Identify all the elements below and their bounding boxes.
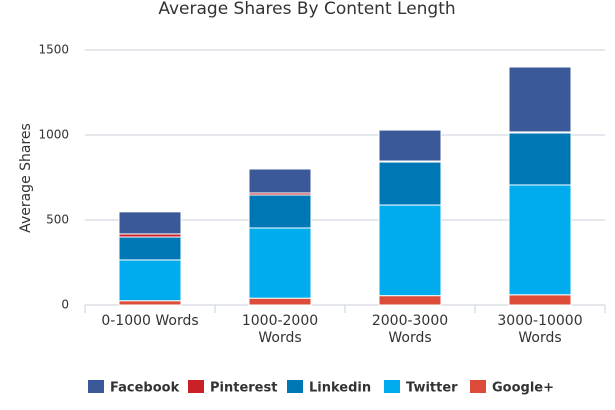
- bar-segment: [118, 211, 182, 235]
- x-tick-label: 2000-3000 Words: [371, 313, 449, 346]
- x-tick-label: 3000-10000 Words: [497, 313, 583, 346]
- bar-segment: [378, 295, 442, 306]
- bar-segment: [378, 161, 442, 206]
- bar-segment: [248, 297, 312, 306]
- bar-segment: [378, 204, 442, 297]
- bar-segment: [378, 129, 442, 162]
- y-tick-label: 0: [61, 298, 69, 312]
- legend-label: Facebook: [110, 381, 180, 396]
- legend-swatch: [287, 380, 303, 393]
- legend-swatch: [470, 380, 486, 393]
- bar-segment: [508, 184, 572, 296]
- bar-segment: [118, 236, 182, 261]
- bar-segment: [248, 227, 312, 299]
- bar-segment: [118, 259, 182, 302]
- bar-segment: [248, 168, 312, 194]
- bar-segment: [248, 194, 312, 229]
- y-axis-title: Average Shares: [18, 123, 34, 233]
- x-tick-label: 0-1000 Words: [101, 313, 199, 329]
- bar-segment: [508, 132, 572, 186]
- legend-swatch: [384, 380, 400, 393]
- bar-segment: [118, 300, 182, 306]
- legend-label: Pinterest: [210, 381, 277, 396]
- bar-segment: [508, 66, 572, 133]
- legend-swatch: [188, 380, 204, 393]
- y-tick-label: 500: [46, 213, 69, 227]
- legend-label: Linkedin: [309, 381, 371, 396]
- x-tick-label: 1000-2000 Words: [241, 313, 319, 346]
- y-tick-label: 1000: [38, 128, 69, 142]
- y-tick-label: 1500: [38, 43, 69, 57]
- chart-title: Average Shares By Content Length: [158, 0, 455, 19]
- legend-swatch: [88, 380, 104, 393]
- legend-label: Twitter: [406, 381, 458, 396]
- legend-label: Google+: [492, 381, 554, 396]
- bar-segment: [508, 294, 572, 306]
